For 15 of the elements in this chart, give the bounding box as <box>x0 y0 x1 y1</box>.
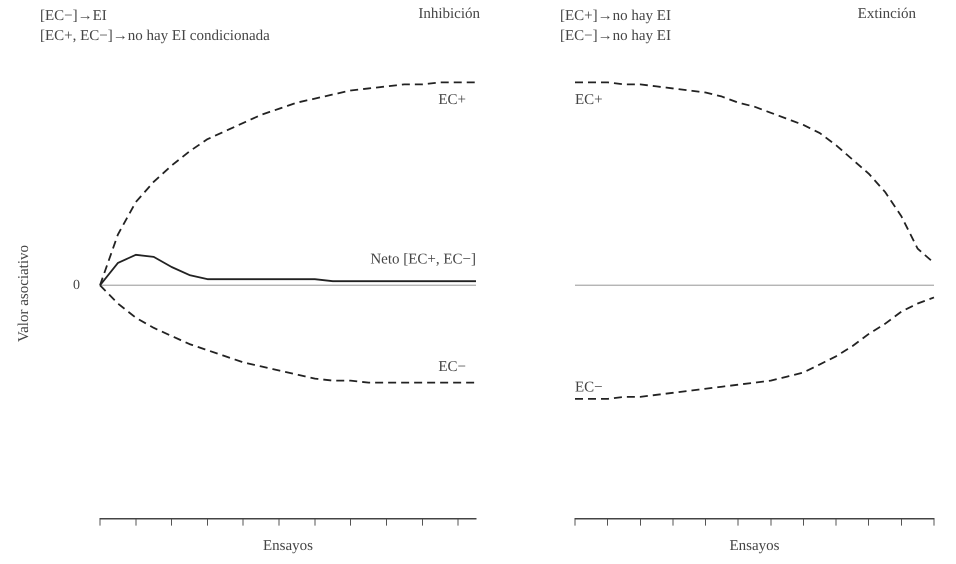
chart-title: Extinción <box>858 6 916 23</box>
series-label: EC+ <box>438 92 466 108</box>
ref-line-label: 0 <box>73 278 80 293</box>
y-axis-title: Valor asociativo <box>16 244 33 342</box>
x-axis-title: Ensayos <box>262 538 314 555</box>
series-label: Neto [EC+, EC−] <box>370 252 476 268</box>
text: [EC−]→no hay EI <box>560 28 671 44</box>
series-label: EC− <box>438 359 466 376</box>
x-axis-title: Ensayos <box>728 538 780 555</box>
text: [EC−]→EI <box>40 8 107 24</box>
text: [EC+]→no hay EI <box>560 8 671 24</box>
chart-title: Inhibición <box>418 6 480 23</box>
text: [EC+, EC−]→no hay EI condicionada <box>40 28 270 44</box>
series-label: EC+ <box>575 92 603 108</box>
series-label: EC− <box>575 379 603 396</box>
